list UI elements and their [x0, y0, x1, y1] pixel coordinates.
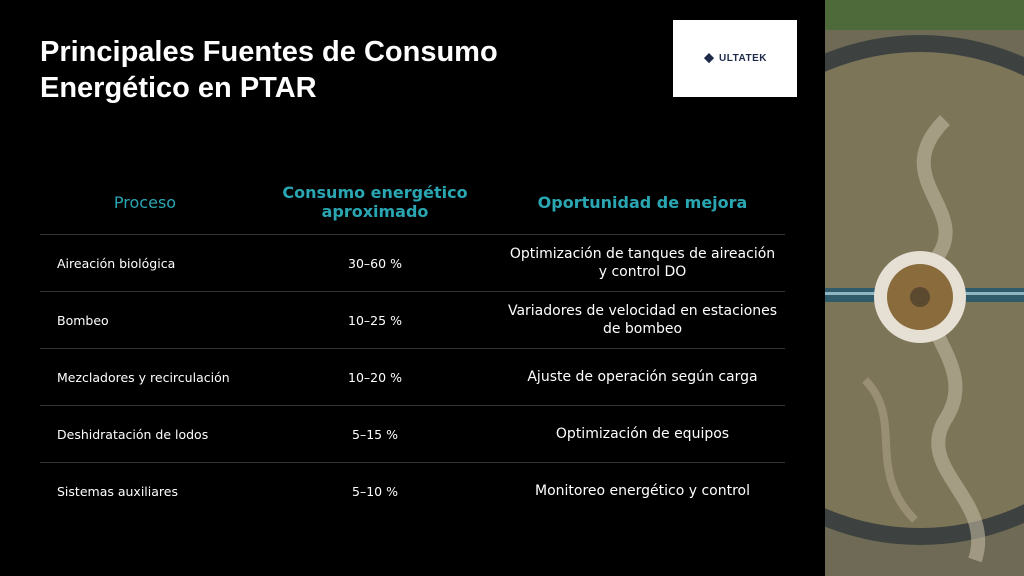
data-table: Proceso Consumo energético aproximado Opor…: [40, 170, 785, 520]
table-cell: 30–60 %: [250, 234, 500, 292]
column-header: Consumo energético aproximado: [282, 183, 468, 221]
table-cell: Optimización de tanques de aireación y c…: [500, 234, 785, 292]
table-cell: Mezcladores y recirculación: [40, 348, 250, 406]
table-row: Mezcladores y recirculación 10–20 % Ajuste…: [40, 348, 785, 406]
table-row: Deshidratación de lodos 5–15 % Optimizació…: [40, 405, 785, 463]
table-row: Sistemas auxiliares 5–10 % Monitoreo energ…: [40, 462, 785, 520]
logo-text: ULTATEK: [719, 53, 767, 64]
table-cell: Bombeo: [40, 291, 250, 349]
table-body: Aireación biológica 30–60 % Optimización d…: [40, 234, 785, 520]
column-header: Proceso: [113, 192, 177, 212]
table-cell: 5–15 %: [250, 405, 500, 463]
table-row: Aireación biológica 30–60 % Optimización d…: [40, 234, 785, 292]
photo: [825, 0, 1024, 576]
table-cell: Ajuste de operación según carga: [500, 348, 785, 406]
table-cell: Optimización de equipos: [500, 405, 785, 463]
column-header: Oportunidad de mejora: [537, 192, 748, 212]
slide-title: Principales Fuentes de Consumo Energétic…: [40, 36, 498, 104]
table-cell: 10–20 %: [250, 348, 500, 406]
logo: ULTATEK: [673, 20, 797, 97]
table-cell: Aireación biológica: [40, 234, 250, 292]
logo-icon: [703, 52, 715, 63]
table-cell: 5–10 %: [250, 462, 500, 520]
table-cell: Sistemas auxiliares: [40, 462, 250, 520]
table-cell: Variadores de velocidad en estaciones de…: [500, 291, 785, 349]
table-cell: Monitoreo energético y control: [500, 462, 785, 520]
header-row: Proceso Consumo energético aproximado Opor…: [40, 170, 785, 235]
table-row: Bombeo 10–25 % Variadores de velocidad en …: [40, 291, 785, 349]
table-cell: Deshidratación de lodos: [40, 405, 250, 463]
table-cell: 10–25 %: [250, 291, 500, 349]
